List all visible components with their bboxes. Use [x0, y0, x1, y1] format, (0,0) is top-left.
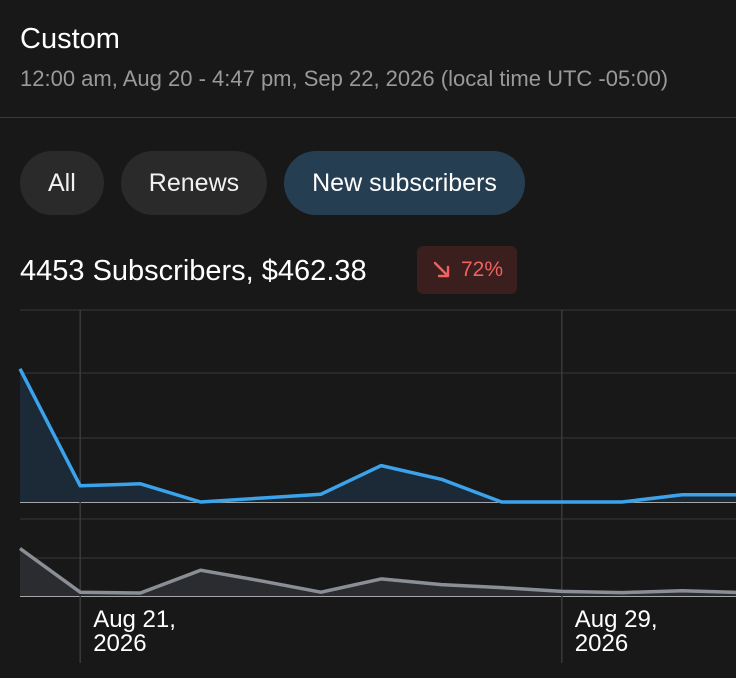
series-1-area [20, 548, 736, 596]
x-tick-label-0-line2: 2026 [93, 630, 146, 657]
filter-chip-renews[interactable]: Renews [120, 151, 268, 215]
date-range-label: 12:00 am, Aug 20 - 4:47 pm, Sep 22, 2026… [20, 66, 669, 91]
header-divider [0, 117, 736, 118]
page-title: Custom [20, 23, 120, 55]
x-tick-label-1-line2: 2026 [575, 630, 628, 657]
change-percent: 72% [461, 258, 504, 281]
change-badge: 72% [417, 246, 518, 294]
trend-down-arrow-icon [433, 261, 450, 278]
x-tick-label-0-line1: Aug 21, [93, 606, 176, 633]
filter-chip-new-subscribers[interactable]: New subscribers [284, 151, 525, 215]
filter-chips: All Renews New subscribers [20, 151, 542, 215]
subscribers-summary: 4453 Subscribers, $462.38 [20, 255, 367, 287]
series-0-area [20, 368, 736, 502]
filter-chip-all[interactable]: All [20, 151, 104, 215]
x-tick-label-1-line1: Aug 29, [575, 606, 658, 633]
